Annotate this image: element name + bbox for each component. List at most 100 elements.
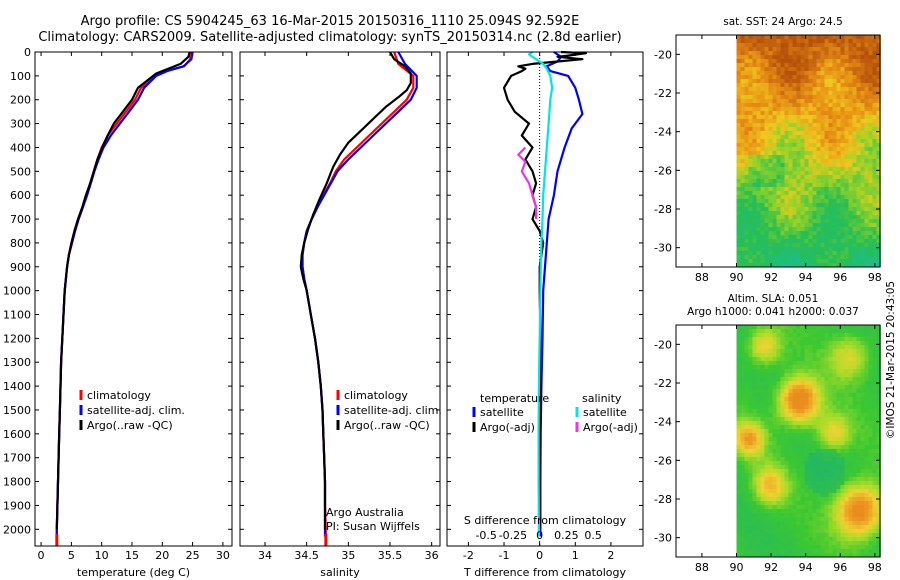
heatmap-cell (856, 397, 861, 402)
heatmap-cell (872, 457, 877, 462)
heatmap-cell (736, 353, 741, 358)
heatmap-cell (788, 525, 793, 530)
heatmap-cell (828, 115, 833, 120)
heatmap-cell (764, 481, 769, 486)
heatmap-cell (764, 405, 769, 410)
heatmap-cell (796, 337, 801, 342)
heatmap-cell (736, 231, 741, 236)
heatmap-cell (824, 365, 829, 370)
heatmap-cell (736, 381, 741, 386)
heatmap-cell (796, 119, 801, 124)
heatmap-cell (744, 329, 749, 334)
heatmap-cell (868, 325, 873, 330)
heatmap-cell (784, 231, 789, 236)
heatmap-cell (836, 123, 841, 128)
heatmap-cell (744, 533, 749, 538)
heatmap-cell (812, 79, 817, 84)
heatmap-cell (752, 115, 757, 120)
heatmap-cell (784, 461, 789, 466)
heatmap-cell (760, 171, 765, 176)
heatmap-cell (864, 533, 869, 538)
heatmap-cell (824, 341, 829, 346)
heatmap-cell (848, 119, 853, 124)
heatmap-cell (852, 497, 857, 502)
heatmap-cell (844, 99, 849, 104)
heatmap-cell (804, 183, 809, 188)
heatmap-cell (868, 183, 873, 188)
heatmap-cell (832, 39, 837, 44)
heatmap-cell (792, 445, 797, 450)
heatmap-cell (840, 501, 845, 506)
heatmap-cell (744, 337, 749, 342)
heatmap-cell (864, 183, 869, 188)
heatmap-cell (860, 325, 865, 330)
heatmap-cell (844, 533, 849, 538)
heatmap-cell (764, 525, 769, 530)
heatmap-cell (816, 239, 821, 244)
heatmap-cell (864, 91, 869, 96)
heatmap-cell (828, 517, 833, 522)
heatmap-cell (828, 445, 833, 450)
heatmap-cell (764, 425, 769, 430)
heatmap-cell (772, 223, 777, 228)
heatmap-cell (844, 179, 849, 184)
heatmap-cell (844, 119, 849, 124)
heatmap-cell (756, 449, 761, 454)
heatmap-cell (856, 457, 861, 462)
heatmap-cell (764, 465, 769, 470)
heatmap-cell (796, 553, 801, 558)
heatmap-cell (776, 59, 781, 64)
heatmap-cell (744, 135, 749, 140)
heatmap-cell (760, 525, 765, 530)
heatmap-cell (804, 341, 809, 346)
heatmap-cell (828, 191, 833, 196)
heatmap-cell (800, 251, 805, 256)
heatmap-cell (836, 493, 841, 498)
heatmap-cell (852, 529, 857, 534)
heatmap-cell (816, 167, 821, 172)
heatmap-cell (832, 493, 837, 498)
heatmap-cell (848, 79, 853, 84)
heatmap-cell (876, 175, 881, 180)
heatmap-cell (852, 243, 857, 248)
heatmap-cell (760, 537, 765, 542)
heatmap-cell (760, 333, 765, 338)
heatmap-cell (856, 243, 861, 248)
heatmap-cell (820, 461, 825, 466)
heatmap-cell (868, 369, 873, 374)
heatmap-cell (820, 203, 825, 208)
heatmap-cell (812, 373, 817, 378)
heatmap-cell (748, 521, 753, 526)
heatmap-cell (788, 87, 793, 92)
heatmap-cell (852, 223, 857, 228)
heatmap-cell (832, 143, 837, 148)
heatmap-cell (820, 505, 825, 510)
heatmap-cell (796, 477, 801, 482)
heatmap-cell (872, 183, 877, 188)
heatmap-cell (748, 553, 753, 558)
heatmap-cell (848, 513, 853, 518)
heatmap-cell (756, 465, 761, 470)
heatmap-cell (848, 199, 853, 204)
heatmap-cell (844, 211, 849, 216)
heatmap-cell (864, 401, 869, 406)
heatmap-cell (796, 255, 801, 260)
heatmap-cell (868, 199, 873, 204)
heatmap-cell (744, 357, 749, 362)
heatmap-cell (824, 127, 829, 132)
heatmap-cell (792, 489, 797, 494)
heatmap-cell (832, 385, 837, 390)
heatmap-cell (740, 255, 745, 260)
heatmap-cell (856, 191, 861, 196)
heatmap-cell (756, 231, 761, 236)
heatmap-cell (808, 195, 813, 200)
heatmap-cell (848, 521, 853, 526)
heatmap-cell (820, 239, 825, 244)
heatmap-cell (828, 195, 833, 200)
heatmap-cell (768, 545, 773, 550)
heatmap-cell (796, 175, 801, 180)
heatmap-cell (764, 179, 769, 184)
heatmap-cell (836, 183, 841, 188)
heatmap-cell (836, 235, 841, 240)
heatmap-cell (796, 449, 801, 454)
